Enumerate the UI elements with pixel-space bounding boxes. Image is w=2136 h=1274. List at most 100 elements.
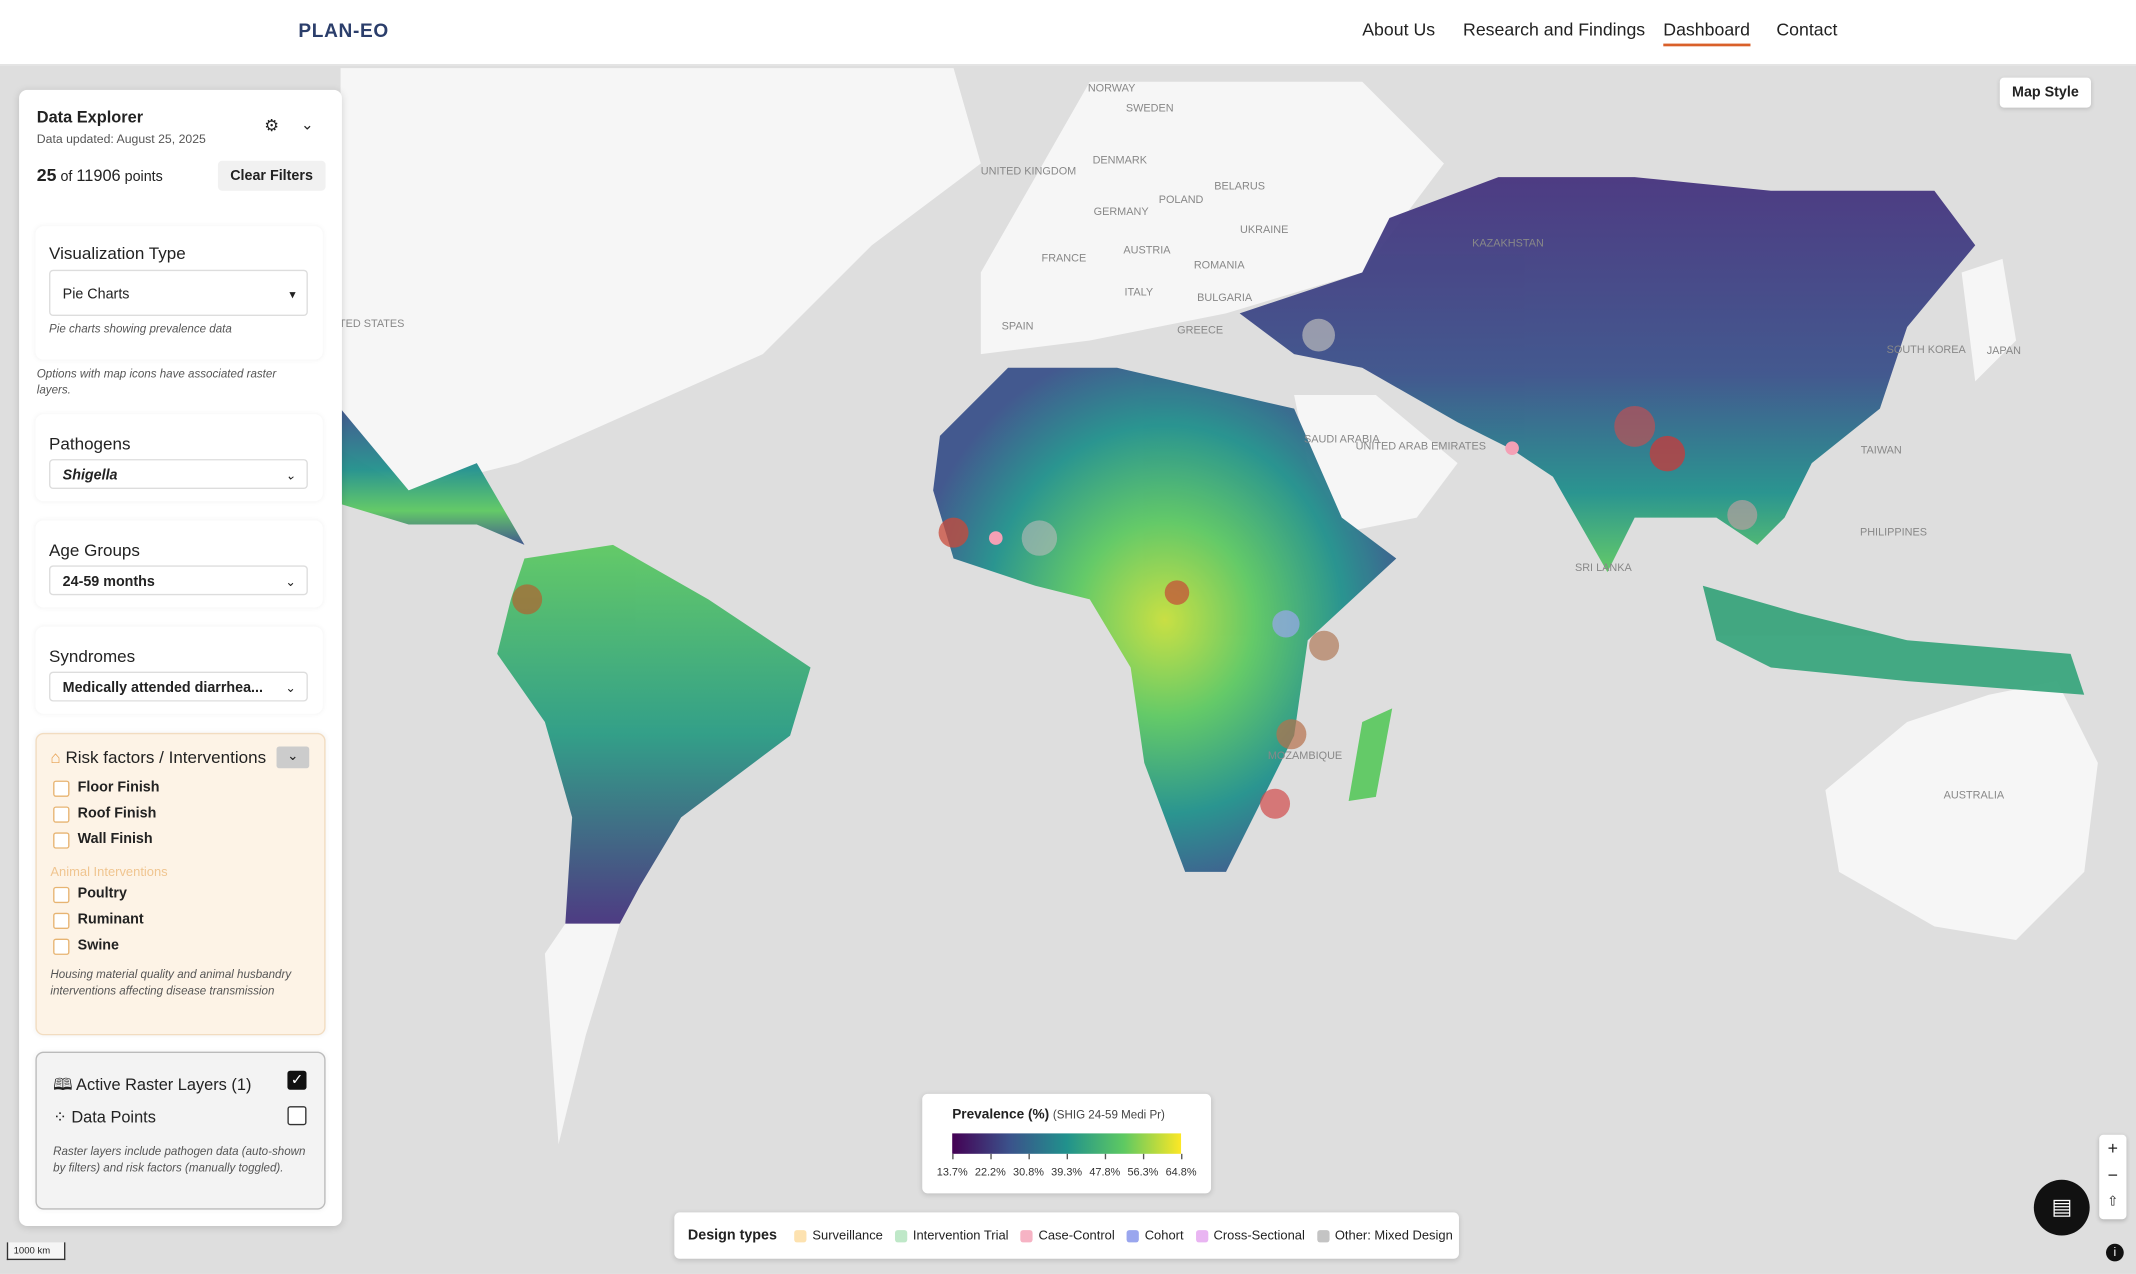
checkbox[interactable] (53, 938, 70, 955)
nav-link[interactable]: About Us (1362, 19, 1436, 40)
design-type-label: Cross-Sectional (1213, 1228, 1305, 1244)
pie-marker[interactable] (512, 584, 543, 615)
checkbox[interactable] (53, 886, 70, 904)
pie-marker[interactable] (1164, 580, 1190, 605)
checkbox[interactable] (53, 806, 70, 823)
pie-marker[interactable] (1021, 520, 1058, 556)
design-type: Cohort (1126, 1228, 1184, 1244)
design-title: Design types (687, 1227, 777, 1244)
map-label: GREECE (1177, 325, 1223, 337)
count-of: of (60, 168, 73, 186)
info-button[interactable]: i (2106, 1243, 2124, 1262)
raster-layer (340, 177, 2085, 924)
map[interactable]: NORWAY SWEDEN UNITED KINGDOM DENMARK BELARUS… (0, 64, 2136, 1274)
swatch (1317, 1229, 1330, 1242)
viz-note: Pie charts showing prevalence data (49, 321, 232, 336)
raster-checkbox[interactable]: ✓ (287, 1070, 307, 1090)
points-word: points (124, 168, 163, 186)
pie-marker[interactable] (988, 531, 1003, 545)
map-label: GERMANY (1094, 206, 1150, 218)
syndromes-select[interactable]: Medically attended diarrhea... ⌄ (49, 671, 308, 702)
land (1961, 258, 2017, 382)
options-note: Options with map icons have associated r… (36, 366, 277, 397)
pie-marker[interactable] (1614, 405, 1656, 447)
raster (497, 544, 811, 924)
animal-label: Animal Interventions (50, 865, 168, 881)
legend-subtitle: (SHIG 24-59 Medi Pr) (1052, 1107, 1165, 1122)
map-label: ROMANIA (1194, 259, 1246, 271)
map-label: PHILIPPINES (1860, 526, 1927, 538)
logo[interactable]: PLAN-EO (298, 19, 389, 41)
legend-tick-label: 39.3% (1051, 1166, 1083, 1179)
nav-link[interactable]: Research and Findings (1463, 19, 1646, 40)
map-label: FRANCE (1042, 253, 1087, 265)
map-label: AUSTRALIA (1944, 789, 2005, 801)
legend-title: Prevalence (%) (952, 1107, 1050, 1123)
pathogens-select[interactable]: Shigella ⌄ (49, 459, 308, 490)
compass[interactable]: ⇧ (2107, 1194, 2119, 1210)
checkbox[interactable] (53, 832, 70, 849)
design-type-label: Intervention Trial (912, 1228, 1009, 1244)
map-style-button[interactable]: Map Style (1999, 77, 2092, 108)
zoom-out[interactable]: − (2107, 1164, 2119, 1186)
points-label: ⁘ Data Points (53, 1107, 156, 1127)
pie-marker[interactable] (1302, 318, 1335, 352)
legend-tick (1181, 1153, 1183, 1160)
raster (1348, 708, 1393, 801)
collapse-icon[interactable]: ⌄ (301, 117, 314, 134)
design-type-label: Cohort (1144, 1228, 1184, 1244)
pie-marker[interactable] (938, 517, 969, 548)
age-select[interactable]: 24-59 months ⌄ (49, 565, 308, 596)
pie-marker[interactable] (1505, 441, 1519, 455)
chevron: ⌄ (285, 574, 296, 589)
updated-date: Data updated: August 25, 2025 (36, 132, 206, 146)
layers-note: Raster layers include pathogen data (aut… (53, 1144, 306, 1175)
chevron: ⌄ (285, 468, 296, 483)
risk-card: ⌂ Risk factors / Interventions ⌄ Animal … (35, 732, 326, 1036)
scale-bar: 1000 km (6, 1242, 66, 1261)
pie-markers (512, 318, 1758, 819)
risk-text: Risk factors / Interventions (65, 747, 267, 767)
legend-tick (1028, 1153, 1030, 1160)
risk-toggle[interactable]: ⌄ (276, 746, 310, 769)
chat-button[interactable]: ▤ (2033, 1179, 2090, 1236)
legend-tick-label: 64.8% (1165, 1166, 1197, 1179)
age-card: Age Groups 24-59 months ⌄ (35, 520, 323, 608)
pie-marker[interactable] (1260, 788, 1291, 819)
pie-marker[interactable] (1727, 499, 1758, 530)
syndromes-value: Medically attended diarrhea... (62, 679, 263, 697)
design-type-label: Other: Mixed Design (1334, 1228, 1453, 1244)
map-label: MOZAMBIQUE (1268, 750, 1342, 762)
pathogens-card: Pathogens Shigella ⌄ (35, 414, 323, 502)
point-count: 25 of 11906 points (37, 165, 163, 185)
zoom-controls: + − ⇧ (2099, 1134, 2127, 1220)
points-checkbox[interactable] (287, 1106, 307, 1126)
risk-note: Housing material quality and animal husb… (50, 967, 292, 998)
viz-select[interactable]: Pie Charts ▾ (49, 269, 308, 317)
map-label: NORWAY (1088, 82, 1136, 94)
settings-icon[interactable]: ⚙ (264, 115, 279, 135)
legend-tick (1066, 1153, 1068, 1160)
legend-tick (952, 1153, 954, 1160)
sidebar: Data Explorer Data updated: August 25, 2… (19, 89, 342, 1227)
checkbox[interactable] (53, 912, 70, 930)
land (544, 923, 620, 1145)
legend-tick (990, 1153, 992, 1160)
pie-marker[interactable] (1272, 610, 1300, 638)
checkbox[interactable] (53, 780, 70, 797)
legend-tick-label: 22.2% (974, 1166, 1006, 1179)
pie-marker[interactable] (1649, 435, 1686, 472)
nav-link[interactable]: Contact (1776, 19, 1838, 40)
pie-marker[interactable] (1309, 630, 1340, 661)
pie-marker[interactable] (1276, 719, 1307, 750)
clear-filters-button[interactable]: Clear Filters (217, 160, 326, 191)
points-text: Data Points (71, 1107, 156, 1127)
panel-title: Data Explorer (36, 107, 144, 127)
zoom-in[interactable]: + (2107, 1137, 2119, 1158)
raster (1702, 585, 2085, 695)
chevron: ▾ (289, 287, 296, 302)
nav-link[interactable]: Dashboard (1663, 19, 1750, 47)
legend-tick-label: 56.3% (1127, 1166, 1159, 1179)
map-label: KAZAKHSTAN (1472, 238, 1544, 250)
